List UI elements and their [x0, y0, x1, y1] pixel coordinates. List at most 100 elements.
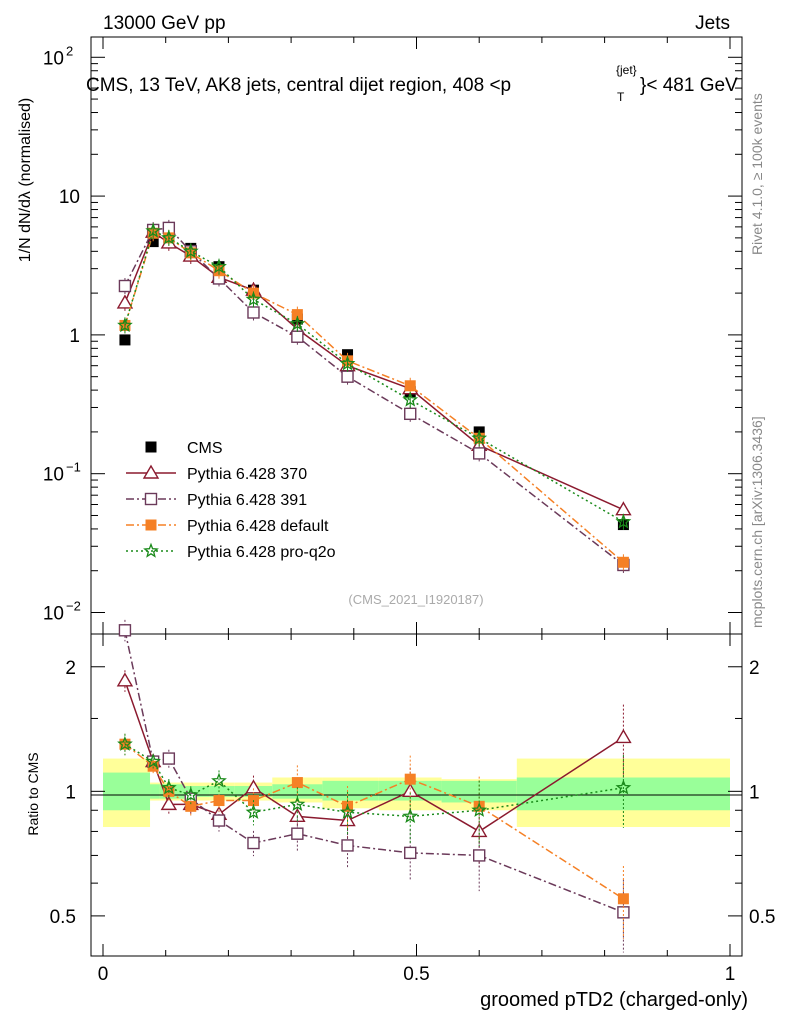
rivet-version-label: Rivet 4.1.0, ≥ 100k events: [749, 93, 765, 255]
band-green: [103, 772, 151, 811]
point-pythia-6-428-pro-q2o: [245, 291, 262, 307]
point-pythia-6-428-pro-q2o: [211, 258, 227, 274]
ratio-point: [339, 804, 356, 819]
header-category: Jets: [695, 13, 730, 34]
ylabel-main: 1/N dN/dλ (normalised): [17, 98, 34, 263]
point-pythia-6-428-391: [341, 370, 354, 383]
ratio-point: [212, 814, 226, 827]
band-green: [322, 780, 379, 801]
band-green: [150, 784, 160, 799]
ratio-point: [402, 808, 419, 824]
ratio-point: [289, 796, 306, 812]
ratio-tick-label-right: 1: [749, 782, 760, 803]
y-tick-label: 10: [43, 48, 64, 69]
y-tick-exponent: −1: [66, 460, 81, 475]
ratio-tick-label-right: 0.5: [749, 907, 775, 928]
y-tick-label: 10: [43, 603, 64, 624]
ratio-point: [617, 893, 629, 905]
legend-marker: [145, 519, 157, 531]
band-green: [184, 786, 210, 797]
ratio-point: [291, 827, 304, 840]
point-pythia-6-428-370: [615, 501, 632, 516]
ratio-point: [247, 836, 260, 850]
legend-label: Pythia 6.428 370: [187, 466, 307, 483]
ratio-point: [182, 786, 199, 802]
ratio-point: [617, 906, 630, 919]
ratio-point: [615, 729, 632, 744]
legend-marker: [142, 464, 160, 479]
ratio-line-4: [124, 743, 624, 818]
point-pythia-6-428-pro-q2o: [289, 315, 306, 331]
legend-marker: [144, 492, 158, 506]
ratio-point: [117, 735, 133, 751]
ratio-point: [116, 672, 134, 687]
point-pythia-6-428-pro-q2o: [160, 229, 177, 245]
ratio-tick-label: 0.5: [50, 907, 76, 928]
legend-label: Pythia 6.428 pro-q2o: [187, 544, 336, 561]
band-green: [209, 786, 235, 797]
x-tick-label: 0: [98, 964, 109, 985]
y-tick-label: 10: [43, 465, 64, 486]
ratio-point: [341, 839, 354, 852]
legend-label: Pythia 6.428 391: [187, 492, 307, 509]
xlabel: groomed pTD2 (charged-only): [480, 989, 748, 1011]
ratio-point: [160, 795, 178, 811]
ratio-point: [615, 779, 632, 795]
point-pythia-6-428-pro-q2o: [615, 513, 632, 529]
point-pythia-6-428-pro-q2o: [145, 222, 162, 238]
band-green: [441, 780, 517, 803]
ratio-point: [404, 773, 416, 785]
ratio-point: [185, 800, 197, 812]
title-superscript: {jet}: [616, 63, 637, 77]
ylabel-ratio: Ratio to CMS: [25, 752, 41, 835]
legend-marker: [145, 441, 157, 453]
title-end: }< 481 GeV: [640, 75, 738, 96]
mcplots-label: mcplots.cern.ch [arXiv:1306.3436]: [749, 416, 765, 628]
point-pythia-6-428-default: [617, 556, 629, 568]
title-subscript: T: [617, 90, 625, 104]
ratio-tick-label: 2: [65, 658, 76, 679]
point-pythia-6-428-391: [404, 407, 417, 421]
legend: CMS Pythia 6.428 370 Pythia 6.428 391 Pythi…: [126, 440, 336, 561]
y-tick-exponent: 2: [66, 43, 73, 58]
point-pythia-6-428-391: [473, 447, 486, 460]
point-pythia-6-428-default: [291, 309, 303, 321]
point-pythia-6-428-pro-q2o: [402, 391, 419, 407]
point-cms: [147, 236, 159, 248]
ratio-point: [291, 777, 303, 789]
title-main: CMS, 13 TeV, AK8 jets, central dijet reg…: [86, 75, 511, 96]
point-pythia-6-428-pro-q2o: [471, 429, 488, 445]
ratio-point: [118, 624, 132, 637]
plot-title: CMS, 13 TeV, AK8 jets, central dijet reg…: [86, 63, 738, 104]
ratio-point: [145, 753, 161, 769]
series-line-2: [124, 227, 624, 566]
y-tick-label: 1: [69, 326, 80, 347]
point-pythia-6-428-370: [116, 294, 134, 309]
point-pythia-6-428-pro-q2o: [117, 317, 133, 333]
ratio-point: [471, 801, 488, 817]
ratio-series: [116, 619, 632, 953]
point-pythia-6-428-391: [118, 279, 132, 293]
ratio-point: [211, 772, 227, 788]
point-pythia-6-428-default: [404, 380, 416, 392]
y-tick-exponent: −2: [66, 598, 81, 613]
point-pythia-6-428-pro-q2o: [182, 242, 199, 259]
ratio-point: [404, 846, 417, 860]
series-line-3: [124, 232, 624, 563]
legend-marker: [143, 542, 159, 558]
ratio-point: [160, 779, 177, 795]
ratio-point: [473, 849, 486, 862]
legend-label: CMS: [187, 440, 223, 457]
point-pythia-6-428-391: [291, 330, 304, 343]
x-tick-label: 1: [725, 964, 736, 985]
point-cms: [119, 334, 131, 346]
ratio-point: [162, 752, 176, 765]
ratio-tick-label-right: 2: [749, 658, 760, 679]
ratio-point: [213, 795, 225, 807]
ratio-tick-label: 1: [65, 782, 76, 803]
point-pythia-6-428-pro-q2o: [339, 355, 356, 371]
legend-label: Pythia 6.428 default: [187, 518, 329, 535]
analysis-watermark: (CMS_2021_I1920187): [348, 592, 483, 607]
